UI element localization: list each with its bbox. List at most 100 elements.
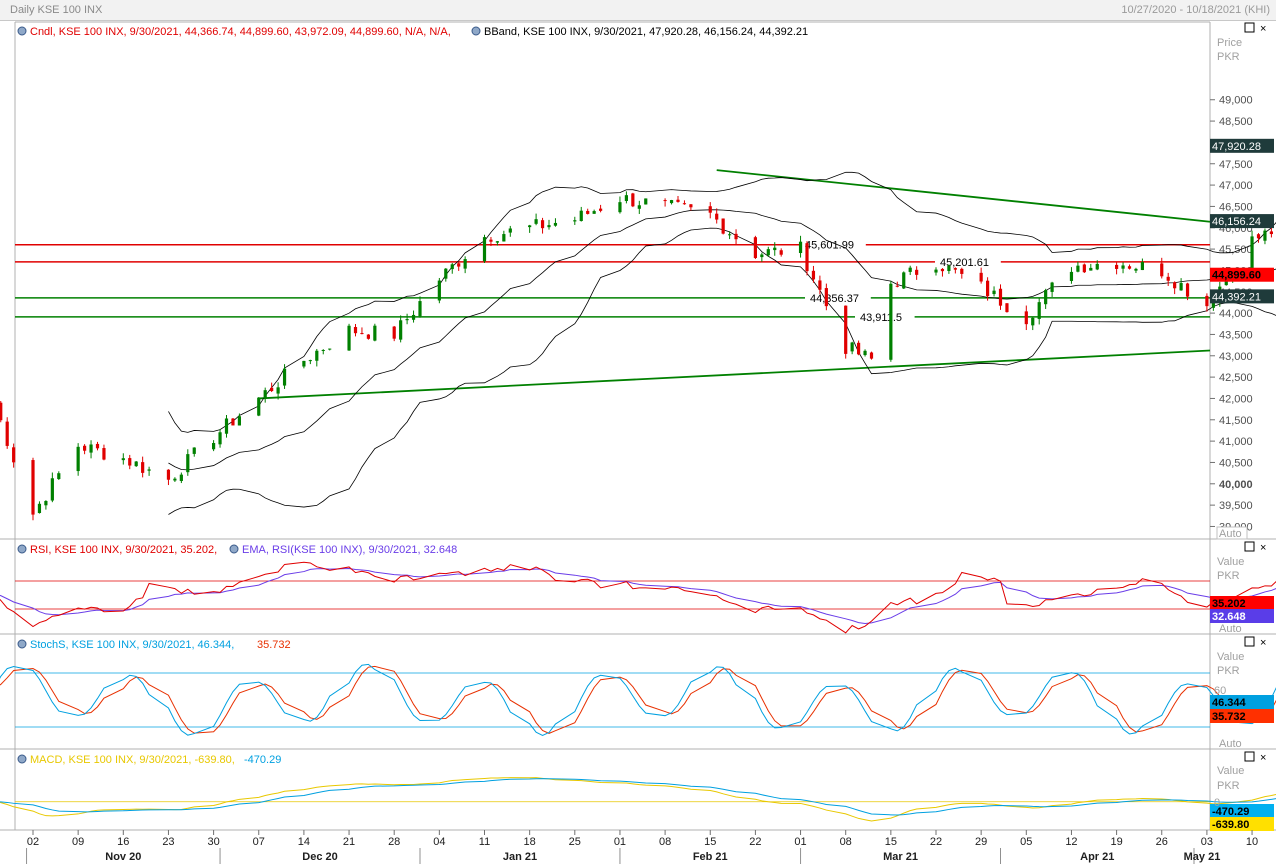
candle-body (779, 250, 783, 255)
price-tick-label: 44,000 (1219, 308, 1253, 320)
last-value-text: -470.29 (1212, 806, 1249, 818)
candle-body (315, 350, 319, 361)
candle-body (444, 268, 448, 279)
price-pane-buttons[interactable]: × (1244, 22, 1266, 35)
close-icon[interactable]: × (1260, 752, 1266, 764)
last-value-text: 44,899.60 (1212, 270, 1261, 282)
candle-body (805, 243, 809, 272)
candle-body (437, 280, 441, 301)
maximize-icon[interactable] (1244, 541, 1255, 552)
last-value-tag (1210, 695, 1274, 709)
candle-body (682, 203, 687, 205)
auto-scale-label[interactable]: Auto (1219, 623, 1242, 635)
candle-body (224, 418, 229, 434)
price-axis-ticks: 39,00039,50040,00040,50041,00041,50042,0… (1210, 95, 1253, 533)
trendline (258, 349, 1211, 400)
price-tick-label: 42,000 (1219, 393, 1253, 405)
last-value-text: 46.344 (1212, 697, 1247, 709)
candle-body (263, 390, 267, 399)
x-day-label: 29 (975, 836, 987, 848)
candle-body (1211, 301, 1215, 308)
maximize-icon[interactable] (1244, 751, 1255, 762)
last-value-text: 47,920.28 (1212, 141, 1261, 153)
legend-cndl: Cndl, KSE 100 INX, 9/30/2021, 44,366.74,… (30, 26, 451, 38)
candle-body (399, 320, 403, 340)
candle-body (282, 368, 287, 386)
candle-body (934, 269, 938, 273)
price-tick-label: 39,500 (1219, 500, 1253, 512)
candle-body (31, 460, 35, 515)
price-legend: Cndl, KSE 100 INX, 9/30/2021, 44,366.74,… (17, 26, 808, 38)
candle-body (895, 285, 899, 287)
stoch-k-line (0, 663, 1276, 736)
price-tick-label: 41,000 (1219, 436, 1253, 448)
candle-body (669, 200, 674, 204)
legend-settings-icon[interactable] (17, 639, 27, 649)
x-day-label: 25 (569, 836, 581, 848)
candle-body (798, 241, 803, 254)
candle-body (1269, 231, 1273, 235)
x-day-label: 19 (1110, 836, 1122, 848)
horizontal-level-label: 44,356.37 (810, 293, 859, 305)
candle-body (411, 314, 416, 320)
x-month-label: Nov 20 (105, 851, 141, 863)
close-icon[interactable]: × (1260, 23, 1266, 35)
legend-settings-icon[interactable] (17, 544, 27, 554)
x-day-label: 08 (840, 836, 852, 848)
stoch-pane: 46.344 35.732 (0, 663, 1276, 736)
candle-body (405, 319, 409, 321)
price-tick-label: 46,500 (1219, 201, 1253, 213)
x-day-label: 18 (524, 836, 536, 848)
candle-body (508, 228, 512, 233)
maximize-icon[interactable] (1244, 22, 1255, 33)
candle-body (540, 220, 545, 229)
close-icon[interactable]: × (1260, 542, 1266, 554)
x-day-label: 26 (1156, 836, 1168, 848)
candle-body (734, 233, 738, 240)
candle-body (869, 352, 874, 359)
candle-body (0, 402, 3, 421)
close-icon[interactable]: × (1260, 637, 1266, 649)
price-tick-label: 47,500 (1219, 159, 1253, 171)
last-value-tag (1210, 267, 1274, 282)
auto-scale-button[interactable] (1216, 526, 1248, 540)
stoch-legend: StochS, KSE 100 INX, 9/30/2021, 46.344, … (17, 639, 291, 651)
candle-body (37, 503, 42, 514)
legend-settings-icon[interactable] (471, 26, 481, 36)
candle-body (1024, 311, 1028, 325)
candle-body (1095, 263, 1099, 270)
x-day-label: 12 (1065, 836, 1077, 848)
last-value-text: 46,156.24 (1212, 216, 1261, 228)
price-tick-label: 40,000 (1219, 479, 1253, 491)
last-value-text: -639.80 (1212, 819, 1249, 831)
candle-body (986, 280, 990, 297)
rsi-axis-title: Value (1217, 556, 1244, 568)
candle-body (1173, 282, 1177, 289)
auto-scale-label[interactable]: Auto (1219, 738, 1242, 750)
rsi-ema-line (0, 568, 1276, 624)
candle-body (128, 458, 132, 466)
candle-body (689, 204, 693, 208)
legend-settings-icon[interactable] (229, 544, 239, 554)
last-value-text: 32.648 (1212, 611, 1246, 623)
candle-body (573, 220, 577, 222)
last-value-tag (1210, 596, 1274, 610)
candle-body (760, 254, 764, 258)
candle-body (495, 241, 499, 243)
legend-settings-icon[interactable] (17, 754, 27, 764)
x-day-label: 01 (614, 836, 626, 848)
last-value-text: 44,392.21 (1212, 291, 1261, 303)
candle-body (1037, 302, 1041, 319)
candle-body (624, 195, 628, 202)
candle-body (328, 348, 332, 350)
x-day-label: 30 (207, 836, 219, 848)
maximize-icon[interactable] (1244, 636, 1255, 647)
candle-body (321, 349, 325, 351)
candle-body (95, 443, 100, 449)
price-tick-label: 42,500 (1219, 372, 1253, 384)
legend-settings-icon[interactable] (17, 26, 27, 36)
bb-lower-line (168, 227, 1276, 515)
